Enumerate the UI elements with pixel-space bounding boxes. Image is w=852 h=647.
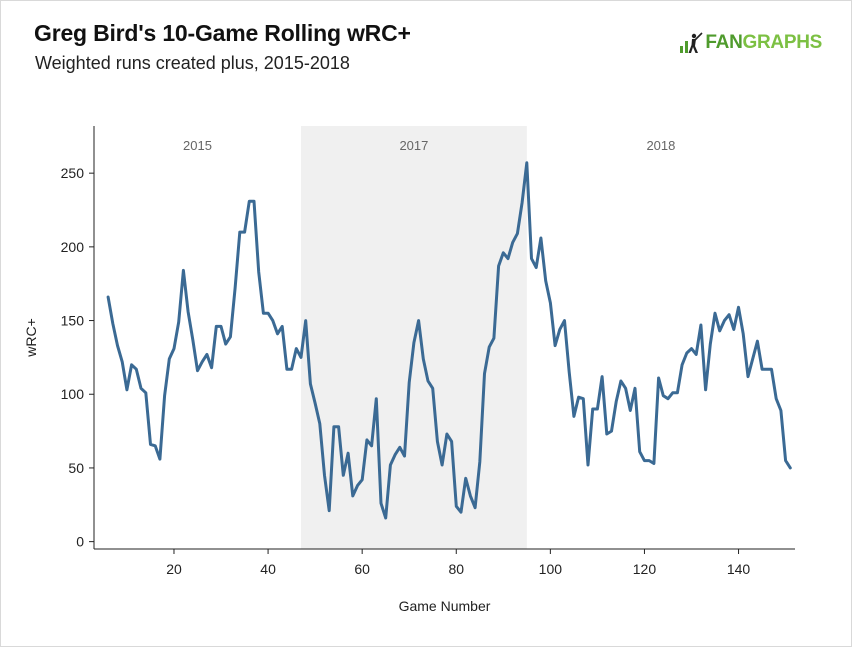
logo-fan-text: FAN [705,32,743,53]
period-label-2017: 2017 [399,138,428,153]
x-tick-label: 100 [539,561,563,577]
chart-title: Greg Bird's 10-Game Rolling wRC+ [34,20,411,46]
chart-subtitle: Weighted runs created plus, 2015-2018 [35,53,350,73]
batter-logo-icon [680,32,703,53]
x-tick-label: 40 [260,561,276,577]
logo-graphs-text: GRAPHS [742,32,823,53]
fangraphs-logo: FAN GRAPHS [679,32,822,54]
x-axis-title: Game Number [399,598,491,614]
y-tick-label: 200 [61,239,85,255]
period-label-2018: 2018 [646,138,675,153]
x-tick-label: 80 [448,561,464,577]
y-tick-label: 150 [61,313,85,329]
x-tick-label: 60 [354,561,370,577]
y-axis-title: wRC+ [23,318,39,358]
y-tick-label: 100 [61,386,85,402]
period-label-2015: 2015 [183,138,212,153]
y-tick-label: 0 [76,534,84,550]
x-tick-label: 140 [727,561,751,577]
x-tick-label: 120 [633,561,657,577]
x-tick-label: 20 [166,561,182,577]
series-line-0 [106,161,792,520]
y-tick-label: 250 [61,165,85,181]
y-tick-label: 50 [68,460,84,476]
